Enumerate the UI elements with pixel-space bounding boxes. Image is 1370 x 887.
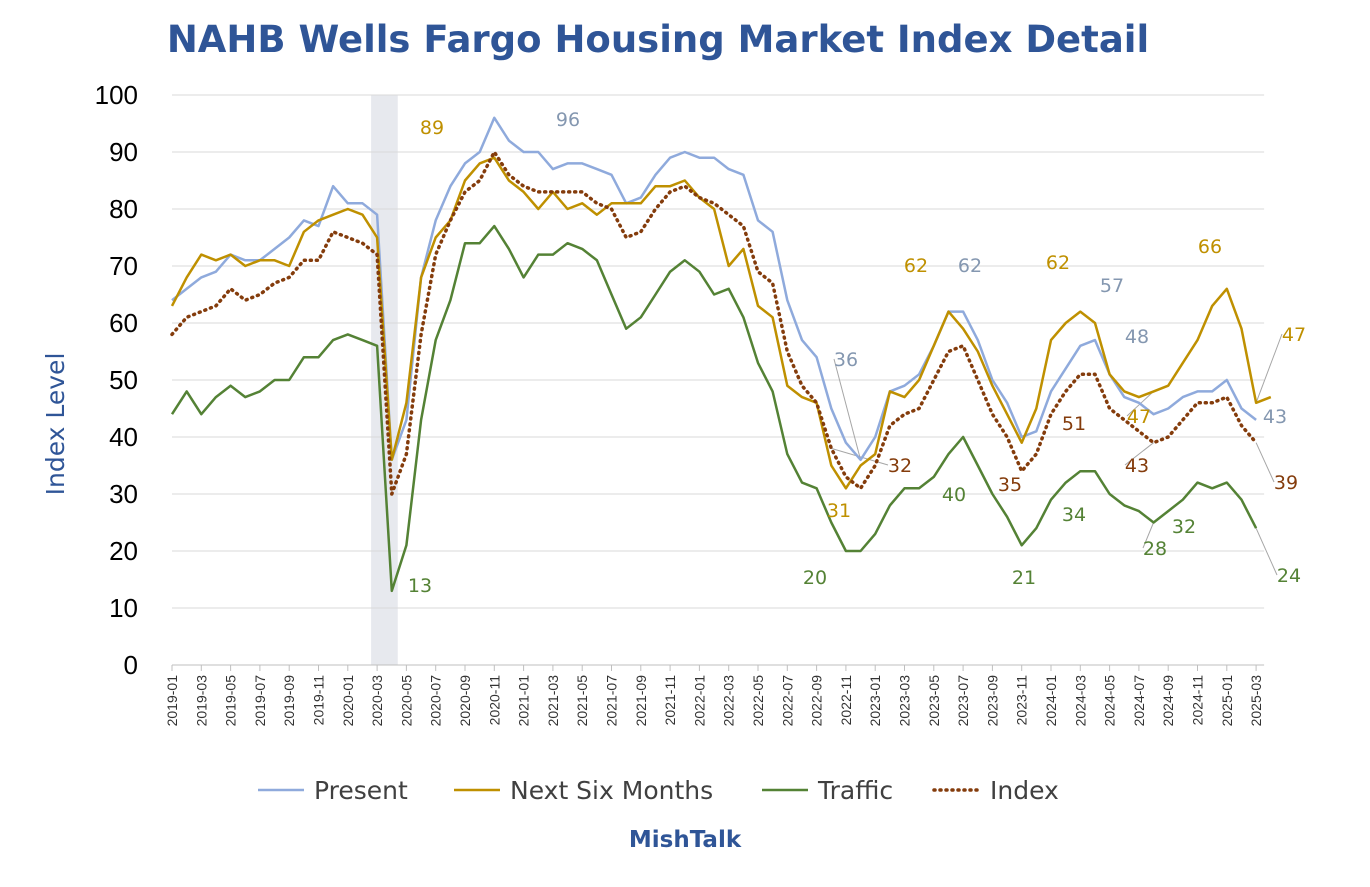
- annotation-leader: [831, 447, 889, 466]
- series-line-index: [170, 150, 1258, 496]
- data-label-traffic: 40: [942, 484, 966, 506]
- data-label-traffic: 21: [1012, 567, 1036, 589]
- data-label-index: 32: [888, 455, 912, 477]
- annotation-leader: [833, 358, 862, 460]
- annotation-leader: [1255, 333, 1283, 403]
- data-label-traffic: 32: [1172, 516, 1196, 538]
- y-tick-label: 70: [109, 251, 138, 281]
- annotation-leader: [1255, 442, 1275, 483]
- data-label-next-six-months: 89: [420, 117, 444, 139]
- data-label-present: 36: [834, 349, 858, 371]
- source-credit: MishTalk: [628, 827, 742, 853]
- series-line-next-six-months: [170, 156, 1272, 490]
- legend: Present Next Six Months Traffic Index: [258, 776, 1059, 805]
- x-tick-label: 2019-07: [252, 675, 268, 727]
- x-tick-label: 2023-05: [926, 675, 942, 727]
- x-tick-label: 2025-01: [1219, 675, 1235, 727]
- x-tick-label: 2021-05: [574, 675, 590, 727]
- x-tick-label: 2019-09: [281, 675, 297, 727]
- annotation-leader: [1142, 522, 1155, 549]
- data-label-traffic: 28: [1143, 538, 1167, 560]
- x-tick-label: 2019-03: [193, 675, 209, 727]
- data-label-traffic: 13: [408, 575, 432, 597]
- data-label-traffic: 34: [1062, 504, 1086, 526]
- data-label-next-six-months: 31: [827, 500, 851, 522]
- data-label-next-six-months: 47: [1282, 324, 1306, 346]
- x-tick-label: 2023-09: [984, 675, 1000, 727]
- y-tick-label: 40: [109, 422, 138, 452]
- x-tick-label: 2024-05: [1102, 675, 1118, 727]
- data-label-present: 62: [958, 255, 982, 277]
- y-tick-label: 0: [124, 650, 138, 680]
- data-label-traffic: 20: [803, 567, 827, 589]
- x-tick-label: 2021-03: [545, 675, 561, 727]
- data-label-present: 43: [1263, 406, 1287, 428]
- series-line-traffic: [170, 224, 1258, 593]
- y-tick-label: 100: [95, 80, 138, 110]
- x-tick-label: 2022-05: [750, 675, 766, 727]
- x-tick-label: 2019-11: [311, 675, 327, 726]
- axes: 0 10 20 30 40 50 60 70 80 90 100 2019-01 2019-03 2019…: [95, 80, 1265, 727]
- x-tick-label: 2023-03: [897, 675, 913, 727]
- data-label-next-six-months: 47: [1127, 406, 1151, 428]
- annotation-leader: [1255, 527, 1278, 576]
- x-tick-label: 2023-11: [1014, 675, 1030, 726]
- data-label-index: 51: [1062, 413, 1086, 435]
- x-tick-label: 2019-01: [164, 675, 180, 727]
- x-tick-label: 2022-03: [721, 675, 737, 727]
- data-label-present: 57: [1100, 275, 1124, 297]
- data-label-present: 48: [1125, 326, 1149, 348]
- x-tick-label: 2021-11: [662, 675, 678, 726]
- data-label-next-six-months: 62: [904, 255, 928, 277]
- data-label-traffic: 24: [1277, 565, 1301, 587]
- x-tick-label: 2024-09: [1160, 675, 1176, 727]
- chart-title: NAHB Wells Fargo Housing Market Index De…: [166, 18, 1150, 61]
- y-tick-label: 10: [109, 593, 138, 623]
- x-tick-label: 2020-09: [457, 675, 473, 727]
- y-tick-label: 80: [109, 194, 138, 224]
- y-tick-label: 60: [109, 308, 138, 338]
- x-tick-label: 2024-01: [1043, 675, 1059, 727]
- x-tick-label: 2021-01: [516, 675, 532, 727]
- data-label-index: 39: [1274, 472, 1298, 494]
- y-tick-label: 20: [109, 536, 138, 566]
- data-label-next-six-months: 66: [1198, 236, 1222, 258]
- x-tick-label: 2025-03: [1248, 675, 1264, 727]
- legend-label-next-six-months: Next Six Months: [510, 776, 713, 805]
- legend-label-index: Index: [990, 776, 1059, 805]
- y-tick-label: 90: [109, 137, 138, 167]
- x-tick-label: 2023-01: [867, 675, 883, 727]
- x-tick-label: 2022-09: [809, 675, 825, 727]
- x-tick-label: 2020-07: [428, 675, 444, 727]
- data-label-index: 43: [1125, 455, 1149, 477]
- legend-label-traffic: Traffic: [817, 776, 893, 805]
- data-labels: 96 89 13 36 31 32 20 62 62 40 35 21 62 57 51 34 48 47 43 28…: [408, 109, 1306, 597]
- x-tick-label: 2019-05: [223, 675, 239, 727]
- legend-label-present: Present: [314, 776, 408, 805]
- x-tick-label: 2021-09: [633, 675, 649, 727]
- y-axis-label: Index Level: [41, 353, 70, 496]
- x-tick-label: 2021-07: [604, 675, 620, 727]
- y-tick-label: 30: [109, 479, 138, 509]
- x-tick-label: 2022-11: [838, 675, 854, 726]
- x-tick-label: 2022-01: [691, 675, 707, 727]
- x-tick-label: 2024-07: [1131, 675, 1147, 727]
- x-tick-label: 2024-03: [1072, 675, 1088, 727]
- annotation-leader: [1124, 442, 1154, 466]
- x-tick-label: 2024-11: [1190, 675, 1206, 726]
- gridlines: [172, 94, 1265, 609]
- series-lines: [170, 116, 1272, 593]
- x-tick-label: 2020-11: [486, 675, 502, 726]
- x-tick-label: 2020-03: [369, 675, 385, 727]
- data-label-next-six-months: 62: [1046, 252, 1070, 274]
- x-tick-label: 2022-07: [779, 675, 795, 727]
- y-tick-label: 50: [109, 365, 138, 395]
- series-line-present: [171, 116, 1257, 462]
- x-tick-label: 2020-01: [340, 675, 356, 727]
- x-tick-label: 2023-07: [955, 675, 971, 727]
- data-label-present: 96: [556, 109, 580, 131]
- data-label-index: 35: [998, 474, 1022, 496]
- x-tick-label: 2020-05: [398, 675, 414, 727]
